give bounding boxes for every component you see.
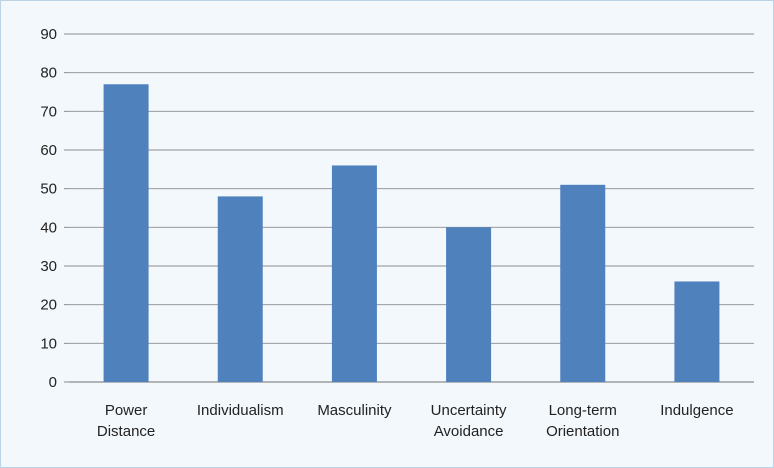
bars bbox=[103, 84, 720, 383]
y-tick-label: 40 bbox=[40, 219, 57, 236]
y-axis-ticks: 0 10 20 30 40 50 60 70 80 90 bbox=[40, 26, 57, 391]
bar bbox=[674, 281, 720, 382]
x-category-label: Masculinity bbox=[317, 402, 392, 419]
x-axis-categories: Power Distance Individualism Masculinity Unc… bbox=[97, 402, 734, 440]
x-category-label-line: Masculinity bbox=[317, 402, 392, 419]
x-category-label-line: Long-term bbox=[549, 402, 617, 419]
y-tick-label: 80 bbox=[40, 65, 57, 82]
x-category-label-line: Power bbox=[105, 402, 148, 419]
x-category-label-line: Indulgence bbox=[660, 402, 733, 419]
y-tick-label: 60 bbox=[40, 142, 57, 159]
x-category-label: Indulgence bbox=[660, 402, 733, 419]
x-category-label-line: Distance bbox=[97, 423, 155, 440]
bar bbox=[446, 227, 492, 382]
y-tick-label: 70 bbox=[40, 103, 57, 120]
bar bbox=[217, 196, 263, 382]
y-tick-label: 10 bbox=[40, 335, 57, 352]
bar bbox=[560, 184, 606, 382]
x-category-label-line: Individualism bbox=[197, 402, 284, 419]
bar bbox=[103, 84, 149, 383]
gridlines bbox=[64, 33, 754, 383]
y-tick-label: 20 bbox=[40, 297, 57, 314]
y-tick-label: 90 bbox=[40, 26, 57, 43]
x-category-label-line: Orientation bbox=[546, 423, 619, 440]
x-category-label-line: Uncertainty bbox=[431, 402, 507, 419]
x-category-label-line: Avoidance bbox=[434, 423, 504, 440]
x-category-label: Uncertainty Avoidance bbox=[431, 402, 507, 440]
x-category-label: Long-term Orientation bbox=[546, 402, 619, 440]
x-category-label: Power Distance bbox=[97, 402, 155, 440]
y-tick-label: 0 bbox=[49, 374, 57, 391]
y-tick-label: 50 bbox=[40, 181, 57, 198]
x-category-label: Individualism bbox=[197, 402, 284, 419]
bar bbox=[331, 165, 377, 382]
y-tick-label: 30 bbox=[40, 258, 57, 275]
